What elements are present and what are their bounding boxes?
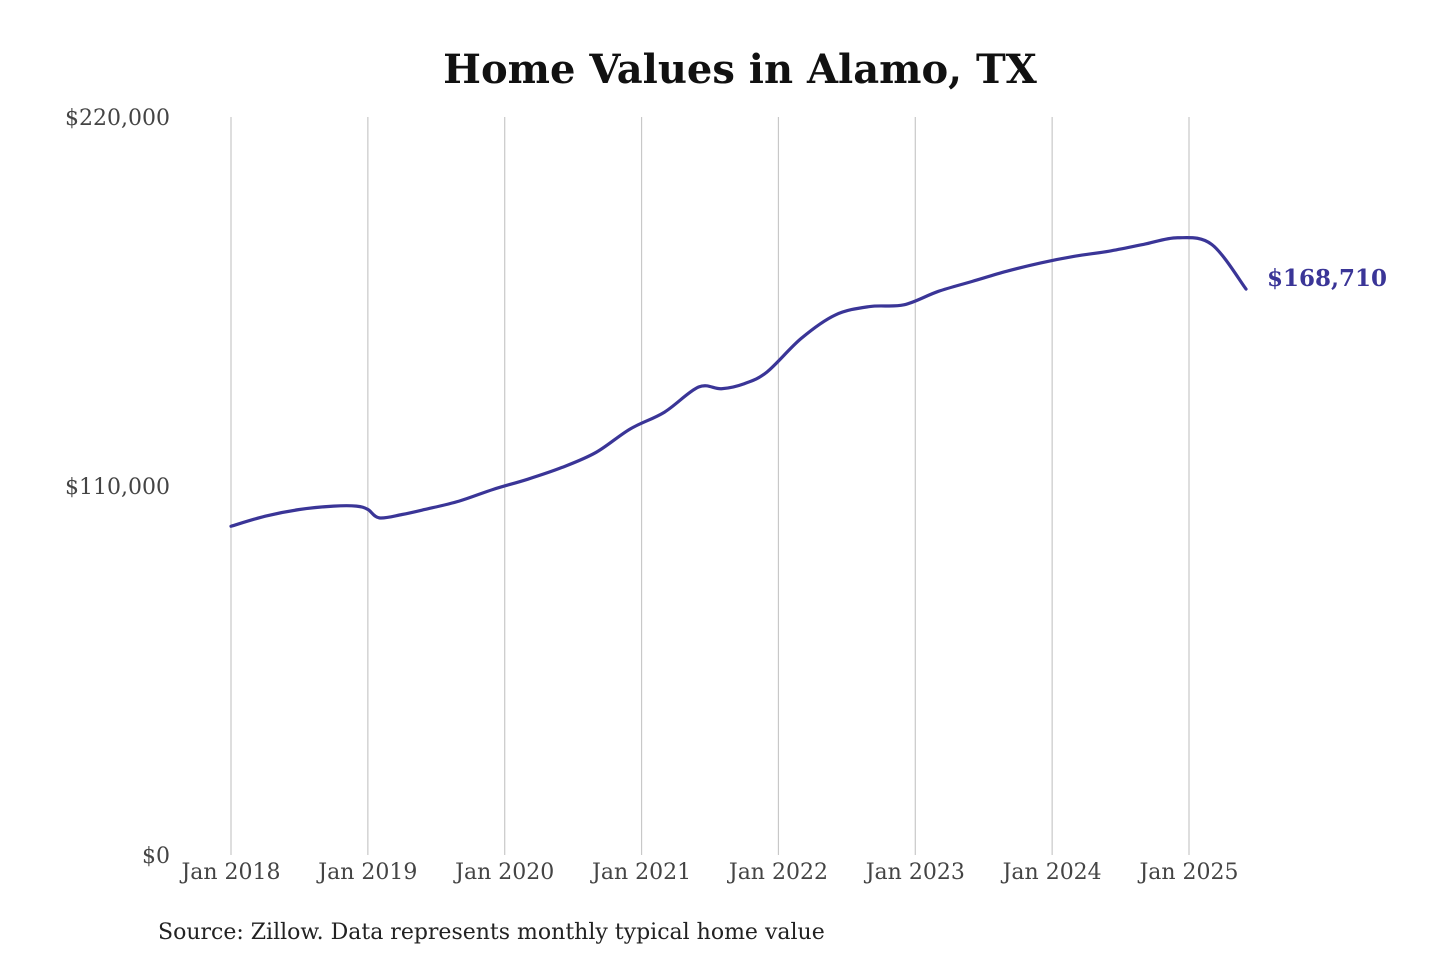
x-tick-label-2020: Jan 2020: [453, 860, 554, 885]
y-tick-label-0: $0: [142, 844, 170, 869]
source-note: Source: Zillow. Data represents monthly …: [158, 920, 825, 945]
x-tick-label-2019: Jan 2019: [316, 860, 417, 885]
end-value-label: $168,710: [1267, 265, 1387, 292]
x-tick-label-2022: Jan 2022: [727, 860, 828, 885]
x-tick-label-2024: Jan 2024: [1001, 860, 1102, 885]
y-axis-ticks: $0 $110,000 $220,000: [65, 106, 170, 869]
chart-title: Home Values in Alamo, TX: [443, 46, 1037, 93]
gridlines: [230, 117, 1190, 855]
x-tick-label-2021: Jan 2021: [590, 860, 691, 885]
y-tick-label-1: $110,000: [65, 475, 170, 500]
x-axis-ticks: Jan 2018 Jan 2019 Jan 2020 Jan 2021 Jan 2022…: [179, 860, 1238, 885]
home-value-line: [229, 236, 1248, 528]
y-tick-label-2: $220,000: [65, 106, 170, 131]
x-tick-label-2025: Jan 2025: [1137, 860, 1238, 885]
x-tick-label-2018: Jan 2018: [179, 860, 280, 885]
x-tick-label-2023: Jan 2023: [864, 860, 965, 885]
